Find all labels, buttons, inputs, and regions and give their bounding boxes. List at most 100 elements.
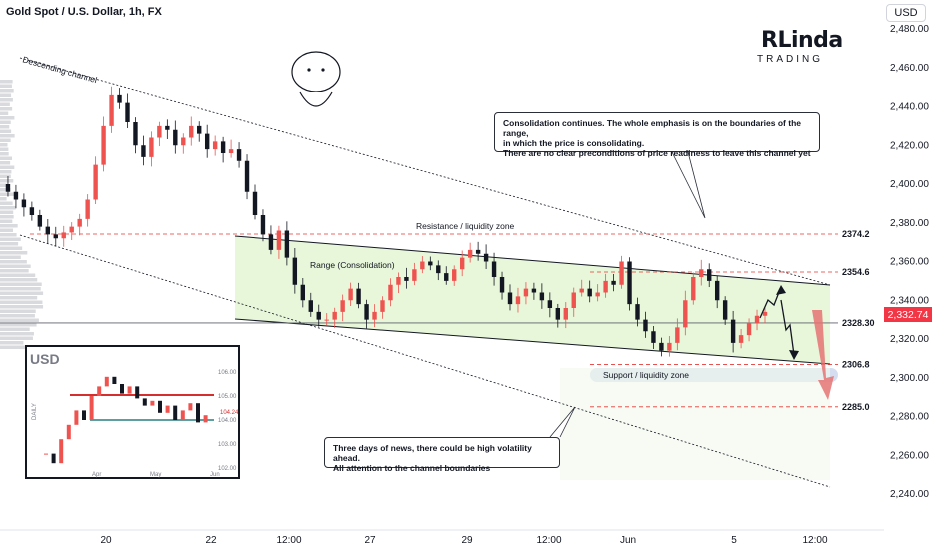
volume-profile-bar <box>0 107 12 111</box>
candle-body <box>6 184 10 192</box>
inset-y-tick: 103.00 <box>218 442 237 448</box>
y-tick-label: 2,380.00 <box>890 218 929 229</box>
volume-profile-bar <box>0 143 8 147</box>
volume-profile-bar <box>0 157 12 161</box>
callout-top-line-2: in which the price is consolidating. <box>503 138 811 148</box>
mascot-eye <box>321 68 324 71</box>
y-tick-label: 2,400.00 <box>890 179 929 190</box>
candle-body <box>340 300 344 312</box>
mascot-body <box>300 92 332 106</box>
volume-profile-bar <box>0 125 9 129</box>
candle-body <box>452 269 456 281</box>
currency-selector-button[interactable]: USD <box>886 4 926 22</box>
volume-profile-bar <box>0 238 21 242</box>
candle-body <box>516 296 520 304</box>
volume-profile-bar <box>0 134 15 138</box>
inset-candle <box>135 386 139 398</box>
inset-candle <box>74 410 78 424</box>
candle-body <box>508 293 512 305</box>
inset-candle <box>158 401 162 413</box>
y-tick-label: 2,420.00 <box>890 140 929 151</box>
inset-y-tick: 106.00 <box>218 370 237 376</box>
x-tick-label: 27 <box>364 535 376 546</box>
inset-y-tick: 104.00 <box>218 418 237 424</box>
candle-body <box>763 312 767 316</box>
candle-body <box>277 231 281 250</box>
y-tick-label: 2,320.00 <box>890 334 929 345</box>
y-tick-label: 2,240.00 <box>890 489 929 500</box>
y-tick-label: 2,480.00 <box>890 24 929 35</box>
volume-profile-bar <box>0 314 35 318</box>
inset-y-tick: 105.00 <box>218 394 237 400</box>
candle-body <box>532 289 536 293</box>
inset-y-tick: 102.00 <box>218 466 237 472</box>
volume-profile-bar <box>0 139 11 143</box>
candle-body <box>707 269 711 281</box>
volume-profile-bar <box>0 184 7 188</box>
candle-body <box>580 289 584 293</box>
candle-body <box>245 161 249 192</box>
volume-profile-bar <box>0 161 10 165</box>
y-tick-label: 2,460.00 <box>890 63 929 74</box>
candle-body <box>285 231 289 258</box>
candle-body <box>412 269 416 281</box>
x-tick-label: 12:00 <box>536 535 561 546</box>
candle-body <box>428 262 432 266</box>
volume-profile-bar <box>0 202 13 206</box>
inset-candle <box>59 439 63 463</box>
volume-profile-bar <box>0 310 36 314</box>
callout-top-line-1: Consolidation continues. The whole empha… <box>503 118 811 138</box>
candle-body <box>14 192 18 200</box>
candle-body <box>157 126 161 138</box>
volume-profile-bar <box>0 215 14 219</box>
candle-body <box>189 126 193 138</box>
candle-body <box>380 300 384 312</box>
inset-candle <box>166 406 170 413</box>
inset-x-tick: Apr <box>92 472 101 478</box>
candle-body <box>540 293 544 301</box>
candle-body <box>564 308 568 320</box>
volume-profile-bar <box>0 170 11 174</box>
volume-profile-bar <box>0 175 11 179</box>
volume-profile-bar <box>0 89 14 93</box>
callout-top-pointer <box>672 152 705 218</box>
candle-body <box>141 145 145 157</box>
inset-candle <box>97 386 101 396</box>
inset-candle <box>128 386 132 393</box>
callout-bottom: Three days of news, there could be high … <box>324 437 560 468</box>
candle-body <box>747 324 751 336</box>
candle-body <box>221 141 225 153</box>
candle-body <box>181 138 185 146</box>
volume-profile-bar <box>0 274 35 278</box>
inset-candle <box>44 454 48 455</box>
y-tick-label: 2,280.00 <box>890 412 929 423</box>
level-label: 2354.6 <box>842 267 870 277</box>
inset-x-tick: Jun <box>210 472 220 478</box>
candle-body <box>301 285 305 301</box>
volume-profile-bar <box>0 130 11 134</box>
y-tick-label: 2,440.00 <box>890 102 929 113</box>
y-tick-label: 2,340.00 <box>890 295 929 306</box>
candle-body <box>683 300 687 327</box>
volume-profile-bar <box>0 328 30 332</box>
candle-body <box>572 293 576 309</box>
x-tick-label: 20 <box>100 535 112 546</box>
candle-body <box>77 219 81 227</box>
candle-body <box>205 134 209 150</box>
lower-zone-fill <box>560 368 830 480</box>
inset-candle <box>82 410 86 420</box>
brand-logo: RLinda TRADING <box>737 24 827 68</box>
inset-candle <box>143 398 147 405</box>
volume-profile-bar <box>0 112 8 116</box>
annotation-support: Support / liquidity zone <box>603 370 689 380</box>
candle-body <box>253 192 257 215</box>
candle-body <box>619 262 623 285</box>
volume-profile-bar <box>0 206 16 210</box>
candle-body <box>643 320 647 332</box>
candle-body <box>388 285 392 301</box>
candle-body <box>372 312 376 320</box>
candle-body <box>691 277 695 300</box>
candle-body <box>38 215 42 227</box>
candle-body <box>587 289 591 297</box>
volume-profile-bar <box>0 283 42 287</box>
